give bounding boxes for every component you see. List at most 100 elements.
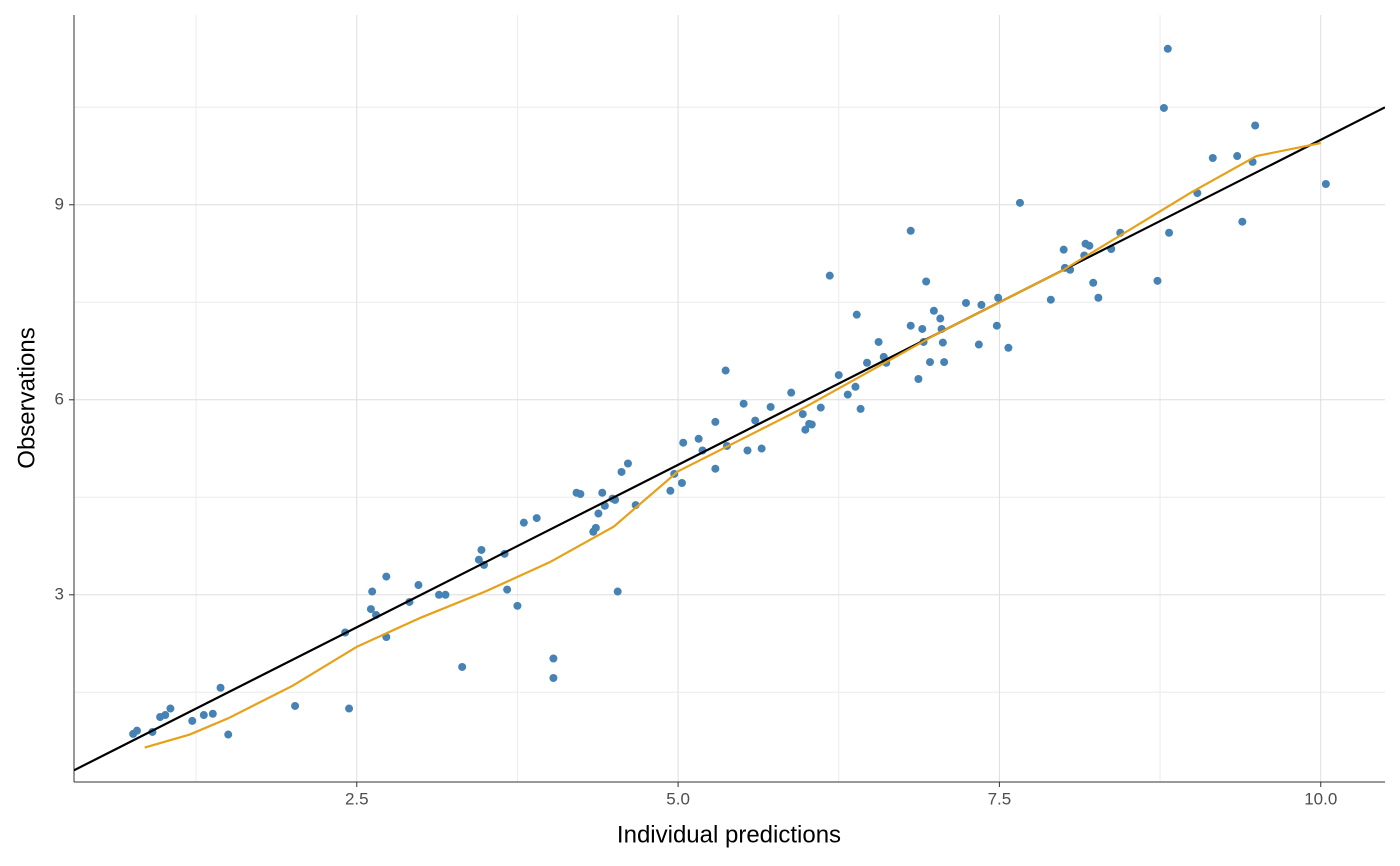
point (503, 585, 512, 594)
point (549, 654, 558, 663)
x-tick-label: 10.0 (1304, 789, 1337, 808)
point (199, 711, 208, 720)
point (851, 382, 860, 391)
x-tick-label: 7.5 (988, 789, 1012, 808)
point (617, 467, 626, 476)
point (1233, 152, 1242, 161)
point (825, 271, 834, 280)
point (1004, 343, 1013, 352)
point (216, 683, 225, 692)
point (1015, 198, 1024, 207)
point (801, 425, 810, 434)
y-tick-label: 3 (55, 584, 64, 603)
x-tick-label: 2.5 (345, 789, 369, 808)
point (834, 371, 843, 380)
grid (74, 15, 1385, 782)
point (798, 410, 807, 419)
point (940, 358, 949, 367)
point (906, 321, 915, 330)
y-axis-title: Observations (13, 327, 40, 468)
point (1251, 121, 1260, 130)
point (166, 704, 175, 713)
point (1159, 103, 1168, 112)
point (977, 300, 986, 309)
point (914, 375, 923, 383)
point (711, 417, 720, 426)
point (918, 324, 927, 333)
point (291, 701, 300, 710)
point (188, 716, 197, 725)
x-tick-label: 5.0 (666, 789, 690, 808)
point (743, 446, 752, 455)
y-tick-label: 6 (55, 389, 64, 408)
point (591, 523, 600, 532)
point (623, 459, 632, 468)
point (161, 711, 170, 720)
point (208, 709, 217, 718)
point (532, 514, 541, 523)
point (613, 587, 622, 596)
point (435, 590, 444, 599)
point (224, 730, 233, 739)
point (132, 726, 141, 735)
point (474, 555, 483, 564)
point (1321, 180, 1330, 188)
point (549, 674, 558, 682)
point (721, 366, 730, 375)
point (366, 605, 375, 614)
point (874, 337, 883, 346)
point (477, 545, 486, 554)
point (787, 388, 796, 397)
point (1094, 293, 1103, 302)
point (382, 572, 391, 581)
point (414, 581, 423, 590)
point (994, 293, 1003, 302)
point (441, 590, 450, 599)
smooth-line (144, 141, 1321, 749)
point (1046, 295, 1055, 304)
point (1165, 228, 1174, 237)
point (1208, 154, 1217, 162)
point (906, 226, 915, 235)
point (926, 358, 935, 367)
point (843, 390, 852, 399)
point (961, 298, 970, 307)
point (1163, 44, 1172, 53)
point (598, 488, 607, 497)
point (1238, 217, 1247, 226)
y-tick-label: 9 (55, 194, 64, 213)
point (936, 314, 945, 323)
point (856, 404, 865, 413)
point (807, 420, 816, 429)
point (757, 444, 766, 453)
point (852, 310, 861, 319)
point (1153, 276, 1162, 285)
point (1059, 245, 1068, 254)
point (458, 662, 467, 671)
point (751, 416, 760, 425)
point (1085, 241, 1094, 250)
point (513, 601, 522, 610)
point (519, 518, 528, 527)
point (679, 438, 688, 447)
point (368, 587, 377, 596)
identity-line (74, 106, 1385, 772)
plot-area (74, 44, 1385, 772)
point (929, 306, 938, 315)
point (863, 358, 872, 367)
point (677, 479, 686, 487)
point (974, 340, 983, 349)
point (594, 509, 603, 518)
x-axis-title: Individual predictions (617, 821, 841, 848)
point (938, 338, 947, 347)
point (816, 403, 825, 412)
point (711, 464, 720, 473)
point (1089, 278, 1098, 287)
point (739, 399, 748, 408)
point (345, 704, 354, 713)
point (992, 321, 1001, 330)
point (766, 402, 775, 411)
point (666, 486, 675, 495)
